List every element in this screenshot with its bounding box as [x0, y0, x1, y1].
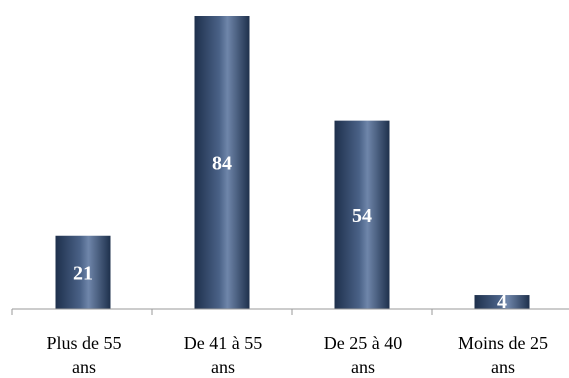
bar-value-label: 54 — [352, 205, 372, 227]
bar — [194, 16, 250, 309]
bar — [334, 120, 390, 310]
bar — [55, 235, 111, 309]
bar-value-label: 21 — [73, 262, 93, 284]
category-label: ans — [211, 357, 235, 377]
bars: 21 84 54 4 — [55, 16, 530, 313]
category-label: ans — [72, 357, 96, 377]
category-label: ans — [351, 357, 375, 377]
category-label: ans — [491, 357, 515, 377]
category-labels: Plus de 55 ans De 41 à 55 ans De 25 à 40 ans M… — [46, 333, 548, 377]
category-label: Plus de 55 — [46, 333, 121, 353]
x-axis — [11, 308, 569, 315]
category-label: Moins de 25 — [458, 333, 548, 353]
bar-value-label: 84 — [212, 153, 232, 175]
category-label: De 25 à 40 — [324, 333, 402, 353]
category-label: De 41 à 55 — [184, 333, 262, 353]
bar — [474, 295, 530, 309]
bar-value-label: 4 — [497, 291, 507, 313]
